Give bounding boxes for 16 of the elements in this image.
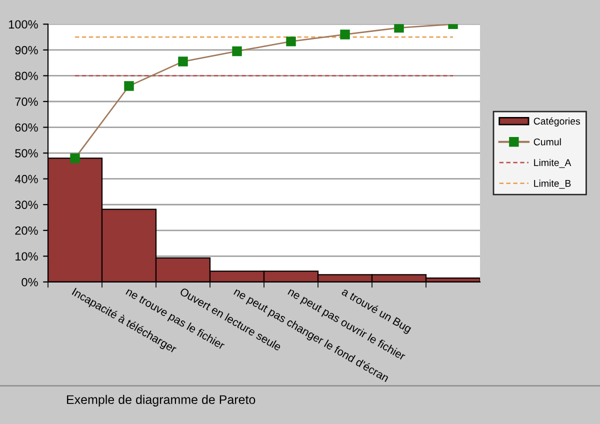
legend-label: Limite_B bbox=[534, 180, 571, 189]
y-tick-label: 0% bbox=[22, 278, 38, 286]
legend-label: Limite_A bbox=[534, 158, 572, 168]
y-tick-label: 50% bbox=[15, 149, 38, 158]
y-tick-label: 90% bbox=[15, 46, 38, 54]
legend-label: Catégories bbox=[534, 117, 580, 127]
y-tick-label: 40% bbox=[14, 174, 38, 184]
y-tick-label: 30% bbox=[15, 200, 38, 210]
y-tick-label: 70% bbox=[15, 98, 38, 106]
y-tick-label: 100% bbox=[8, 20, 38, 29]
legend-label: Cumul bbox=[534, 138, 561, 146]
text: Exemple de diagramme de Pareto bbox=[67, 394, 256, 407]
y-tick-label: 80% bbox=[15, 72, 38, 80]
y-tick-label: 60% bbox=[15, 123, 38, 132]
y-tick-label: 20% bbox=[15, 226, 38, 235]
y-tick-label: 10% bbox=[16, 252, 38, 261]
